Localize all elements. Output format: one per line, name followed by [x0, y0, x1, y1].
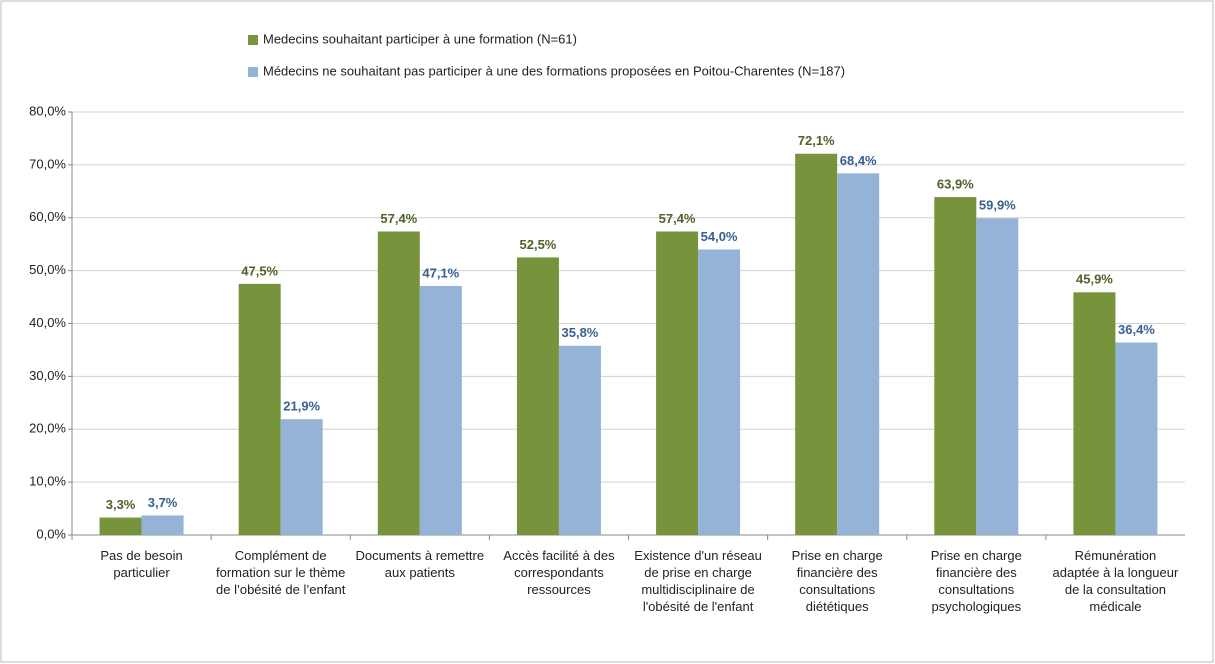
- y-tick-label: 30,0%: [29, 368, 66, 383]
- value-label: 57,4%: [659, 211, 696, 226]
- y-tick-label: 0,0%: [36, 526, 66, 541]
- value-label: 47,5%: [241, 263, 278, 278]
- y-tick-label: 10,0%: [29, 474, 66, 489]
- x-tick-label: Pas de besoin particulier: [100, 548, 183, 580]
- legend-swatch: [248, 67, 258, 77]
- bar: [141, 515, 184, 535]
- x-tick-label: Documents à remettre aux patients: [355, 548, 485, 580]
- y-tick-label: 50,0%: [29, 262, 66, 277]
- value-label: 3,3%: [106, 497, 136, 512]
- bar: [934, 197, 977, 535]
- value-label: 59,9%: [979, 198, 1016, 213]
- bar: [837, 173, 880, 535]
- x-tick-label: Prise en charge financière des consultat…: [930, 548, 1022, 614]
- bar: [377, 231, 420, 535]
- bar: [99, 517, 142, 535]
- bar: [238, 283, 281, 535]
- legend-swatch: [248, 35, 258, 45]
- value-label: 54,0%: [701, 229, 738, 244]
- bar: [1115, 342, 1158, 535]
- x-tick-label: Rémunération adaptée à la longueur de la…: [1052, 548, 1179, 614]
- y-tick-label: 60,0%: [29, 209, 66, 224]
- bar: [558, 345, 601, 535]
- legend-label: Medecins souhaitant participer à une for…: [263, 31, 577, 46]
- value-label: 52,5%: [520, 237, 557, 252]
- bar: [656, 231, 699, 535]
- legend-label: Médecins ne souhaitant pas participer à …: [263, 63, 845, 78]
- bar: [1073, 292, 1116, 535]
- x-tick-label: Accès facilité à des correspondants ress…: [503, 548, 615, 597]
- bar: [419, 285, 462, 535]
- y-tick-label: 70,0%: [29, 156, 66, 171]
- bar: [795, 153, 838, 536]
- value-label: 63,9%: [937, 177, 974, 192]
- x-tick-label: Complément de formation sur le thème de …: [216, 548, 346, 597]
- value-label: 21,9%: [283, 399, 320, 414]
- value-label: 47,1%: [422, 265, 459, 280]
- value-label: 72,1%: [798, 133, 835, 148]
- value-label: 57,4%: [380, 211, 417, 226]
- bar: [516, 257, 559, 535]
- x-tick-label: Prise en charge financière des consultat…: [791, 548, 883, 614]
- value-label: 35,8%: [562, 325, 599, 340]
- bar: [280, 419, 323, 535]
- y-tick-label: 40,0%: [29, 315, 66, 330]
- y-tick-label: 20,0%: [29, 421, 66, 436]
- y-tick-label: 80,0%: [29, 103, 66, 118]
- bar: [976, 218, 1019, 535]
- bar: [698, 249, 741, 535]
- value-label: 68,4%: [840, 153, 877, 168]
- value-label: 36,4%: [1118, 322, 1155, 337]
- x-tick-label: Existence d'un réseau de prise en charge…: [634, 548, 762, 614]
- value-label: 3,7%: [148, 495, 178, 510]
- value-label: 45,9%: [1076, 272, 1113, 287]
